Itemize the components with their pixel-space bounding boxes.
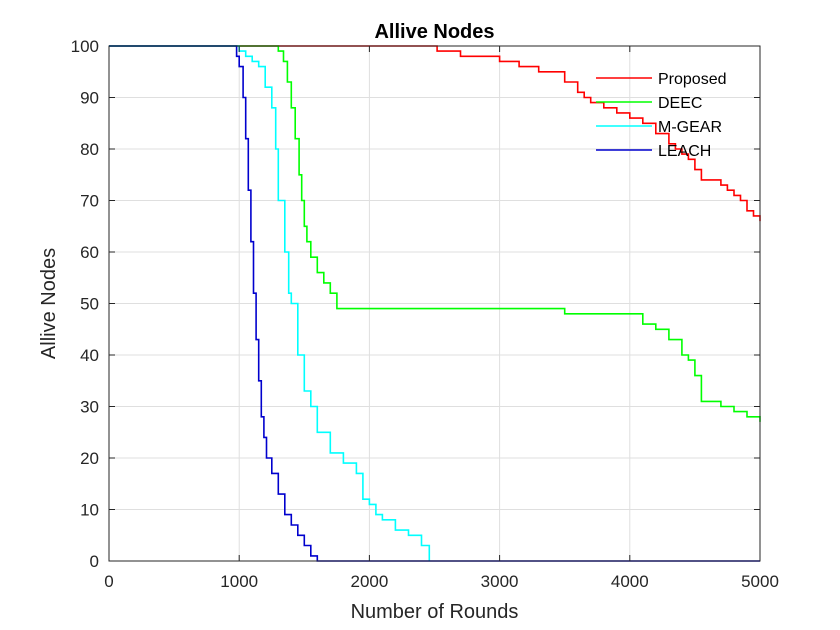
series-line-deec — [109, 45, 761, 422]
chart-title: Allive Nodes — [374, 21, 494, 43]
x-tick-label: 5000 — [741, 572, 779, 591]
y-tick-label: 100 — [71, 37, 99, 56]
legend-entry-label: LEACH — [658, 143, 711, 160]
x-tick-label: 3000 — [481, 572, 519, 591]
legend: Proposed DEEC M-GEAR LEACH — [596, 71, 727, 160]
y-tick-label: 90 — [80, 89, 99, 108]
y-axis-label: Allive Nodes — [38, 248, 60, 359]
series-line-proposed — [109, 45, 761, 222]
legend-entry-label: DEEC — [658, 95, 702, 112]
y-tick-label: 10 — [80, 501, 99, 520]
x-tick-label: 2000 — [350, 572, 388, 591]
legend-entry-label: M-GEAR — [658, 119, 722, 136]
series-line-m-gear — [109, 45, 431, 561]
gridlines — [109, 46, 760, 561]
y-tick-label: 80 — [80, 140, 99, 159]
x-tick-label: 0 — [104, 572, 113, 591]
y-tick-label: 50 — [80, 295, 99, 314]
legend-entry-label: Proposed — [658, 71, 727, 88]
x-tick-label: 4000 — [611, 572, 649, 591]
series-line-leach — [109, 45, 760, 562]
x-tick-label: 1000 — [220, 572, 258, 591]
y-tick-label: 40 — [80, 346, 99, 365]
axis-ticks: 0 1000 2000 3000 4000 5000 0 10 20 30 40 50 60 70 80 90… — [71, 37, 779, 591]
y-tick-label: 30 — [80, 398, 99, 417]
y-tick-label: 60 — [80, 243, 99, 262]
series-lines — [109, 45, 761, 562]
y-tick-label: 70 — [80, 192, 99, 211]
x-axis-label: Number of Rounds — [351, 601, 519, 623]
y-tick-label: 0 — [90, 552, 99, 571]
y-tick-label: 20 — [80, 449, 99, 468]
